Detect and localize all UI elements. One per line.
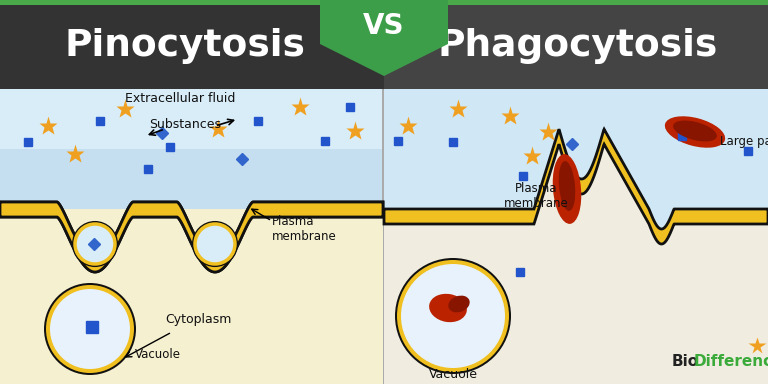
- Ellipse shape: [449, 296, 470, 313]
- Polygon shape: [0, 202, 383, 272]
- Circle shape: [193, 222, 237, 266]
- Text: Plasma
membrane: Plasma membrane: [504, 182, 568, 210]
- Circle shape: [46, 285, 134, 373]
- Bar: [384, 89, 768, 384]
- Text: Pinocytosis: Pinocytosis: [65, 28, 306, 64]
- Circle shape: [195, 224, 235, 264]
- Bar: [0, 149, 383, 209]
- Circle shape: [395, 258, 511, 374]
- Circle shape: [50, 289, 130, 369]
- Bar: [384, 89, 768, 224]
- Bar: [384, 219, 768, 384]
- Circle shape: [75, 224, 115, 264]
- Polygon shape: [320, 0, 448, 76]
- Ellipse shape: [665, 116, 725, 148]
- Bar: [0, 89, 383, 384]
- Bar: [384, 0, 768, 89]
- Polygon shape: [384, 89, 768, 229]
- Ellipse shape: [553, 154, 581, 224]
- Text: Large particle: Large particle: [720, 134, 768, 147]
- Text: Vacuole: Vacuole: [135, 348, 181, 361]
- Text: Cytoplasm: Cytoplasm: [165, 313, 231, 326]
- Text: Vacuole: Vacuole: [429, 367, 478, 381]
- Bar: [0, 89, 383, 209]
- Text: Plasma
membrane: Plasma membrane: [272, 215, 336, 243]
- Circle shape: [401, 264, 505, 368]
- Bar: [0, 209, 383, 384]
- Ellipse shape: [429, 294, 467, 322]
- Text: Differences: Differences: [694, 354, 768, 369]
- Text: VS: VS: [363, 12, 405, 40]
- Circle shape: [397, 260, 509, 372]
- Polygon shape: [0, 202, 383, 272]
- Bar: [0, 0, 768, 89]
- Text: Extracellular fluid: Extracellular fluid: [125, 93, 235, 106]
- Circle shape: [44, 283, 136, 375]
- Polygon shape: [384, 129, 768, 384]
- Polygon shape: [384, 129, 768, 244]
- Text: Substances: Substances: [149, 118, 221, 131]
- Circle shape: [73, 222, 117, 266]
- Text: Phagocytosis: Phagocytosis: [438, 28, 718, 64]
- Ellipse shape: [673, 121, 717, 141]
- Bar: [382, 89, 384, 384]
- Polygon shape: [0, 202, 383, 384]
- Bar: [0, 0, 768, 5]
- Ellipse shape: [559, 161, 575, 211]
- Bar: [384, 89, 768, 169]
- Text: Bio: Bio: [672, 354, 699, 369]
